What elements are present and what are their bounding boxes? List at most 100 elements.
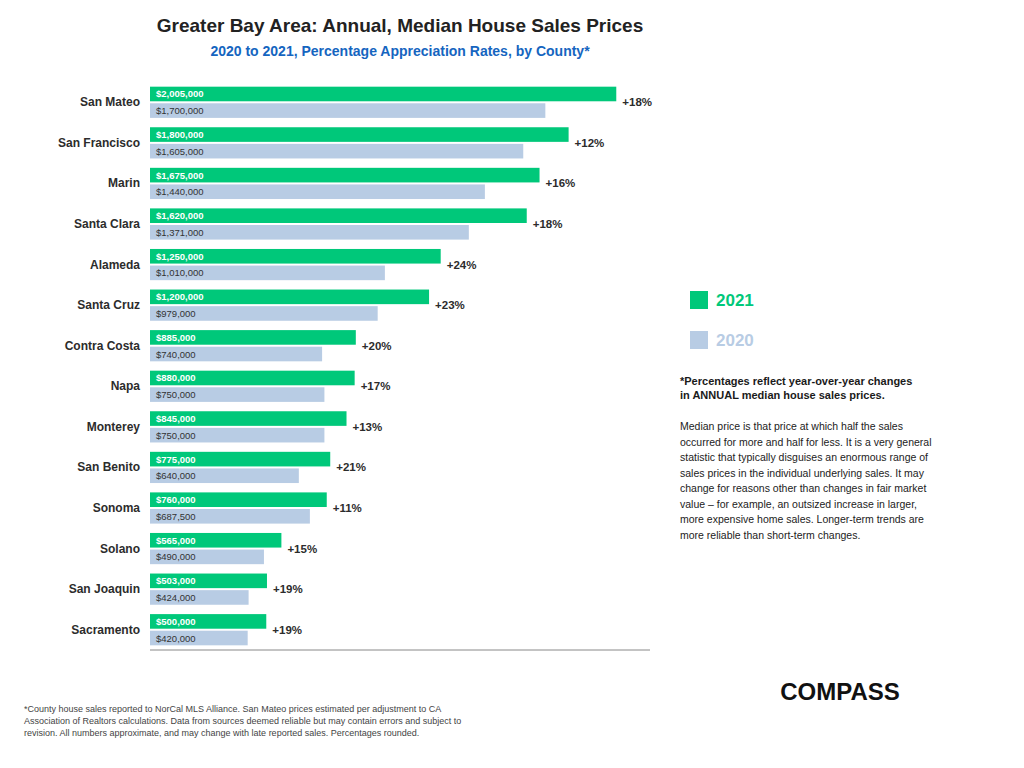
data-label: $979,000 <box>156 308 196 319</box>
category-label: San Joaquin <box>69 582 140 596</box>
bar <box>150 492 327 507</box>
annotation: *Percentages reflect year-over-year chan… <box>680 375 912 401</box>
bar <box>150 347 322 362</box>
change-label: +13% <box>353 421 383 433</box>
change-label: +24% <box>447 259 477 271</box>
legend-label: 2020 <box>716 331 754 350</box>
subtitle: 2020 to 2021, Percentage Appreciation Ra… <box>210 43 590 59</box>
data-label: $750,000 <box>156 389 196 400</box>
bar <box>150 428 324 443</box>
data-label: $1,440,000 <box>156 186 204 197</box>
bar <box>150 290 429 305</box>
data-label: $1,700,000 <box>156 105 204 116</box>
data-label: $845,000 <box>156 413 196 424</box>
data-label: $1,200,000 <box>156 291 204 302</box>
data-label: $775,000 <box>156 454 196 465</box>
bar <box>150 452 330 467</box>
data-label: $1,250,000 <box>156 251 204 262</box>
category-label: Alameda <box>90 258 140 272</box>
bar <box>150 144 523 159</box>
legend-label: 2021 <box>716 291 754 310</box>
bar <box>150 574 267 589</box>
change-label: +15% <box>287 543 317 555</box>
bar <box>150 184 485 199</box>
category-label: Santa Clara <box>74 217 140 231</box>
data-label: $1,371,000 <box>156 227 204 238</box>
change-label: +18% <box>533 218 563 230</box>
annotation: Median price is that price at which half… <box>680 420 932 541</box>
legend-swatch <box>690 291 708 309</box>
change-label: +20% <box>362 340 392 352</box>
change-label: +19% <box>272 624 302 636</box>
data-label: $1,010,000 <box>156 267 204 278</box>
bar <box>150 631 248 646</box>
bar <box>150 330 356 345</box>
bar <box>150 208 527 223</box>
category-label: Marin <box>108 176 140 190</box>
bars <box>150 87 616 646</box>
category-label: San Mateo <box>80 95 140 109</box>
category-label: Contra Costa <box>65 339 141 353</box>
change-label: +21% <box>336 461 366 473</box>
change-label: +17% <box>361 380 391 392</box>
bar <box>150 168 540 183</box>
bar <box>150 127 569 142</box>
bar <box>150 266 385 281</box>
data-label: $1,800,000 <box>156 129 204 140</box>
bar <box>150 225 469 240</box>
data-label: $490,000 <box>156 551 196 562</box>
bar <box>150 468 299 483</box>
data-label: $2,005,000 <box>156 88 204 99</box>
data-label: $1,675,000 <box>156 170 204 181</box>
x-axis <box>150 650 650 651</box>
data-label: $880,000 <box>156 372 196 383</box>
data-label: $503,000 <box>156 575 196 586</box>
data-label: $1,620,000 <box>156 210 204 221</box>
data-label: $1,605,000 <box>156 146 204 157</box>
bar <box>150 249 441 264</box>
data-label: $760,000 <box>156 494 196 505</box>
bar <box>150 509 310 524</box>
bar <box>150 533 281 548</box>
change-label: +11% <box>333 502 362 514</box>
bar <box>150 103 545 118</box>
change-label: +23% <box>435 299 465 311</box>
bar <box>150 87 616 102</box>
footnote: *County house sales reported to NorCal M… <box>24 704 461 738</box>
data-label: $740,000 <box>156 349 196 360</box>
logo: COMPASS <box>780 678 900 705</box>
data-label: $500,000 <box>156 616 196 627</box>
data-label: $420,000 <box>156 633 196 644</box>
category-label: San Francisco <box>58 136 140 150</box>
bar <box>150 371 355 386</box>
change-label: +19% <box>273 583 303 595</box>
bar <box>150 387 324 402</box>
category-label: Sacramento <box>71 623 140 637</box>
data-label: $687,500 <box>156 511 196 522</box>
legend-swatch <box>690 331 708 349</box>
category-label: Solano <box>100 542 140 556</box>
category-label: San Benito <box>77 460 140 474</box>
data-label: $565,000 <box>156 535 196 546</box>
bar <box>150 306 378 321</box>
data-label: $424,000 <box>156 592 196 603</box>
data-label: $750,000 <box>156 430 196 441</box>
data-label: $640,000 <box>156 470 196 481</box>
change-label: +18% <box>622 96 652 108</box>
chart: Greater Bay Area: Annual, Median House S… <box>0 0 1024 768</box>
bar <box>150 614 266 629</box>
background <box>0 0 1024 768</box>
bar <box>150 590 249 605</box>
bar <box>150 550 264 565</box>
category-label: Santa Cruz <box>77 298 140 312</box>
title: Greater Bay Area: Annual, Median House S… <box>157 15 643 36</box>
category-label: Napa <box>111 379 141 393</box>
legend: 2021 2020 <box>690 291 754 350</box>
bar <box>150 411 347 426</box>
change-label: +12% <box>575 137 605 149</box>
change-label: +16% <box>546 177 576 189</box>
category-label: Sonoma <box>93 501 141 515</box>
category-label: Monterey <box>87 420 141 434</box>
data-label: $885,000 <box>156 332 196 343</box>
labels: $2,005,000 $1,700,000 +18% $1,800,000 $1,605… <box>156 88 652 643</box>
